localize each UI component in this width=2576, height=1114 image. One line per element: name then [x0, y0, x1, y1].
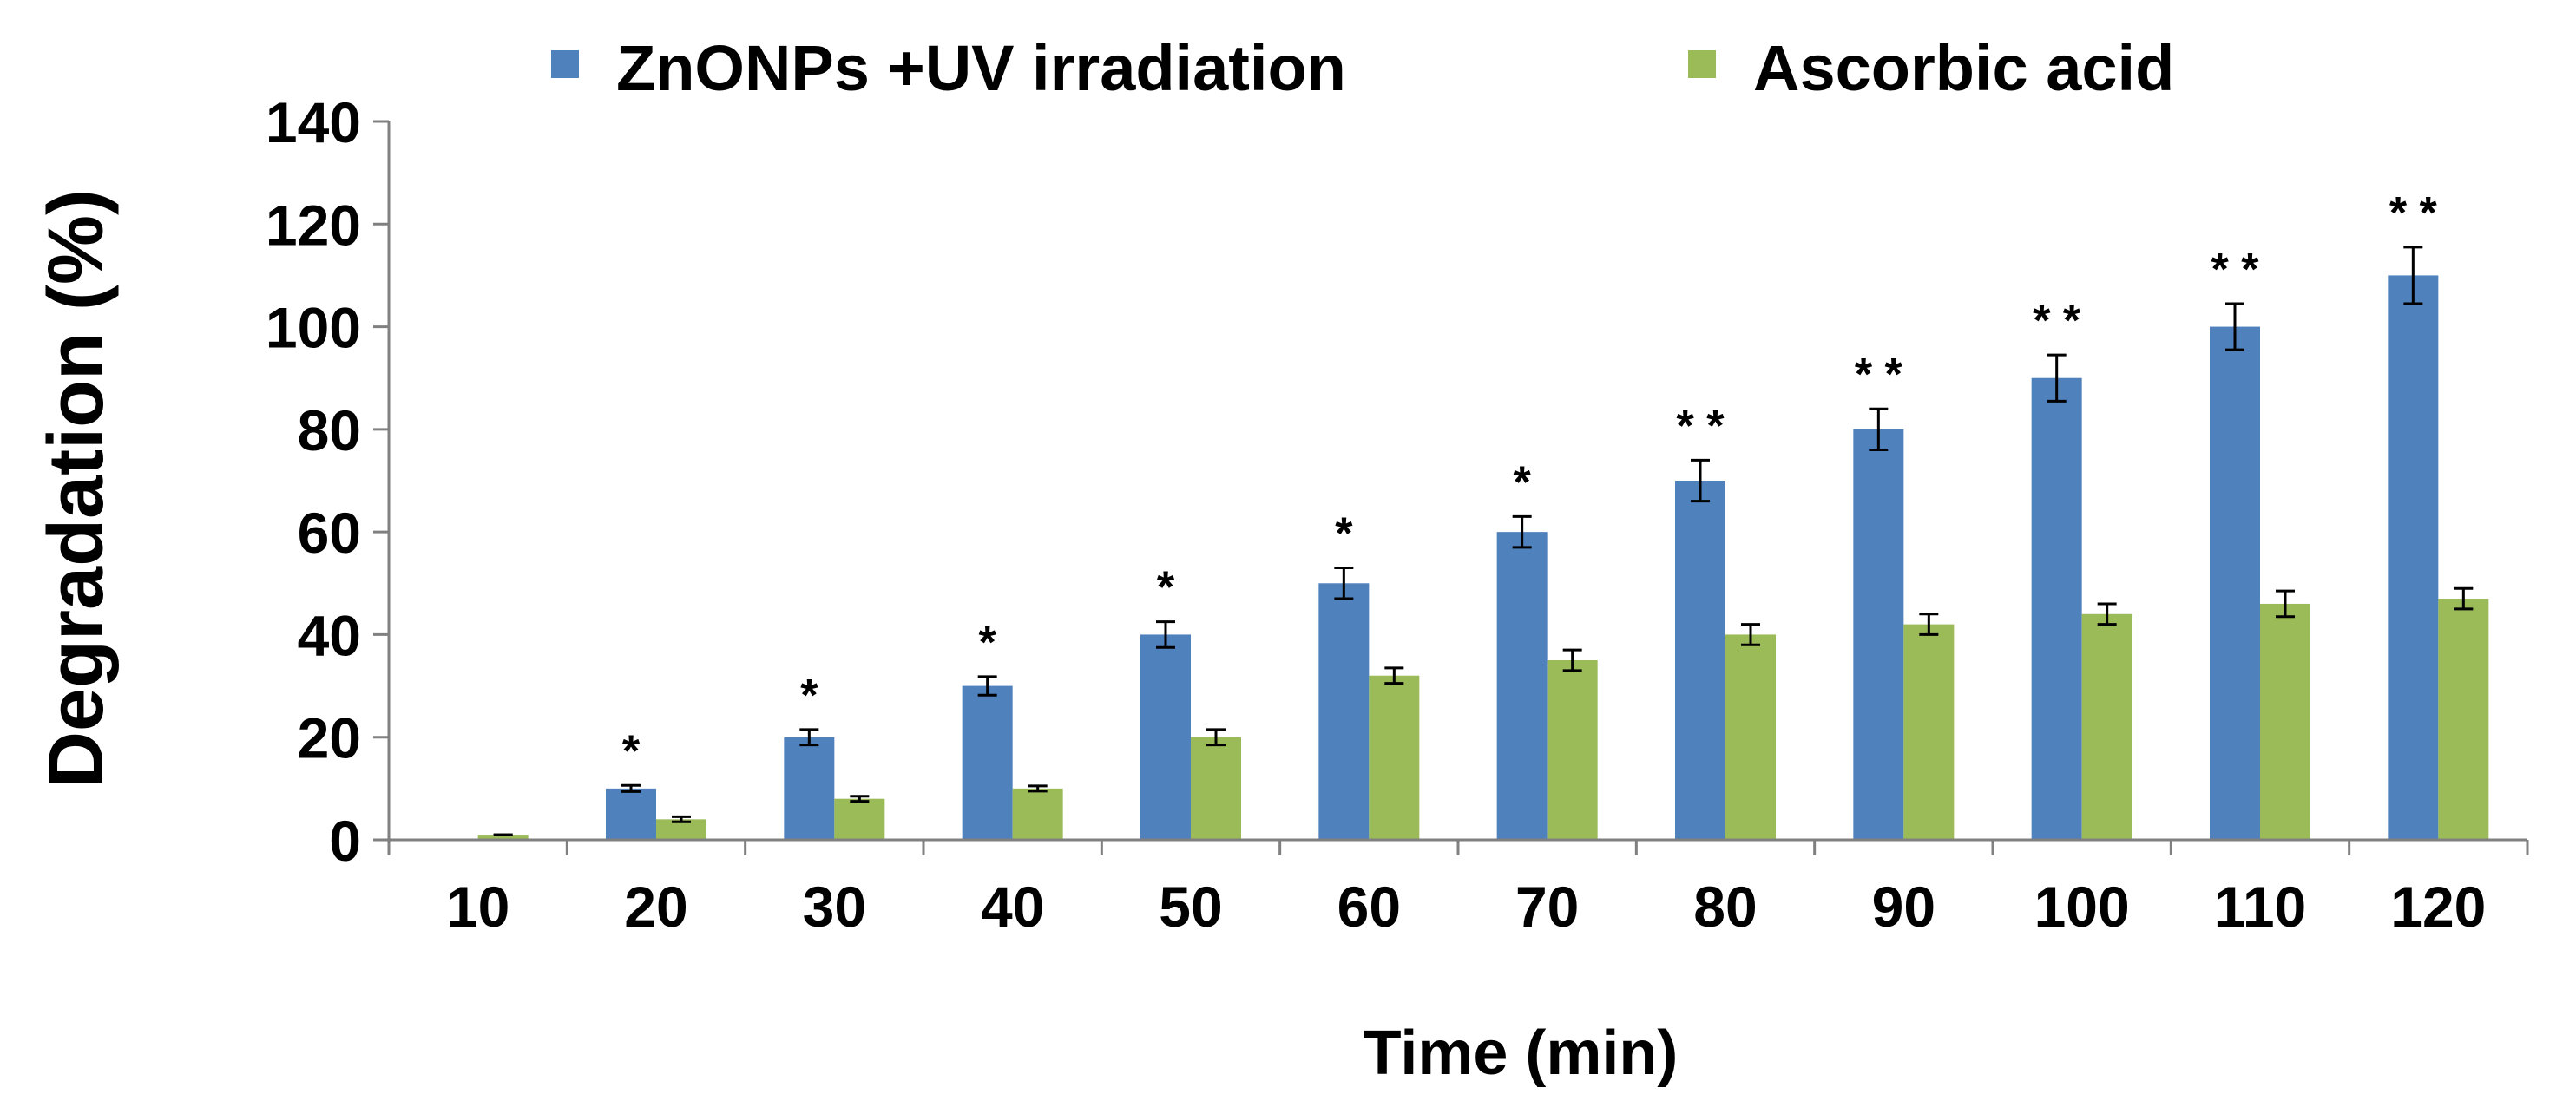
y-tick-label: 140: [266, 90, 361, 154]
x-tick-label: 120: [2390, 875, 2486, 939]
error-bar-series-0: [621, 783, 641, 793]
error-bar-series-1: [1562, 648, 1582, 672]
bar-series-1: [1725, 634, 1776, 840]
bar-series-1: [2081, 613, 2132, 840]
bar-series-1: [2260, 603, 2310, 840]
y-tick-label: 80: [298, 398, 361, 462]
x-tick-label: 110: [2214, 875, 2306, 939]
legend: ZnONPs +UV irradiation Ascorbic acid: [551, 32, 2174, 104]
error-bars: [493, 246, 2474, 836]
x-tick-label: 100: [2034, 875, 2130, 939]
significance-marker: *: [800, 671, 818, 721]
error-bar-series-1: [1919, 613, 1939, 636]
error-bar-series-0: [1156, 620, 1175, 649]
error-bar-series-1: [672, 815, 691, 823]
error-bar-series-0: [2403, 246, 2423, 305]
error-bar-series-1: [1741, 623, 1760, 646]
y-tick-label: 100: [266, 296, 361, 360]
error-bar-series-0: [1512, 514, 1532, 549]
significance-marker: * *: [2211, 245, 2260, 295]
bar-series-0: [1140, 634, 1191, 840]
y-tick-label: 20: [298, 706, 361, 770]
legend-label-znonps: ZnONPs +UV irradiation: [616, 32, 1346, 104]
legend-swatch-ascorbic: [1688, 50, 1716, 78]
error-bar-series-1: [2454, 586, 2474, 611]
bar-series-0: [606, 788, 656, 840]
bar-series-0: [2031, 377, 2082, 840]
bars: [477, 275, 2489, 841]
error-bar-series-0: [1691, 458, 1710, 503]
x-tick-label: 40: [981, 875, 1044, 939]
bar-series-0: [1318, 583, 1370, 840]
error-bar-series-1: [1028, 784, 1048, 793]
x-axis-title: Time (min): [1364, 1019, 1679, 1088]
error-bar-series-1: [850, 795, 870, 803]
error-bar-series-0: [2047, 353, 2067, 403]
bar-series-1: [1369, 675, 1420, 840]
x-tick-label: 10: [446, 875, 509, 939]
error-bar-series-1: [1384, 666, 1404, 685]
bar-series-1: [834, 798, 885, 840]
bar-series-1: [656, 819, 706, 840]
significance-marker: *: [622, 726, 641, 777]
significance-marker: *: [1514, 457, 1532, 508]
x-tick-label: 70: [1515, 875, 1579, 939]
bar-series-1: [1547, 660, 1598, 840]
bar-series-0: [784, 737, 835, 840]
x-axis-ticks: 10 20 30 40 50 60 70 80 90 100 110 120: [387, 840, 2529, 939]
error-bar-series-0: [1869, 407, 1889, 452]
x-tick-label: 30: [803, 875, 866, 939]
significance-marker: * *: [2033, 296, 2081, 346]
bar-series-0: [2388, 275, 2439, 840]
significance-marker: *: [1157, 563, 1175, 613]
error-bar-series-1: [2097, 602, 2117, 626]
significance-marker: *: [1335, 509, 1353, 560]
bar-series-1: [2438, 599, 2489, 840]
x-tick-label: 80: [1693, 875, 1757, 939]
error-bar-series-0: [799, 728, 819, 747]
bar-series-0: [1853, 429, 1904, 840]
error-bar-series-0: [2225, 302, 2244, 351]
bar-series-1: [477, 835, 529, 840]
significance-marker: *: [979, 618, 997, 668]
bar-series-0: [962, 685, 1013, 840]
y-tick-label: 40: [298, 603, 361, 667]
bar-series-1: [1903, 624, 1955, 840]
error-bar-series-0: [1334, 567, 1354, 600]
x-tick-label: 60: [1337, 875, 1401, 939]
y-axis-title: Degradation (%): [33, 189, 120, 788]
y-tick-label: 120: [266, 193, 361, 257]
legend-swatch-znonps: [551, 50, 579, 78]
bar-series-0: [1496, 532, 1548, 840]
significance-marker: * *: [1855, 350, 1903, 400]
x-tick-label: 90: [1872, 875, 1935, 939]
bar-series-1: [1012, 788, 1063, 840]
x-tick-label: 50: [1159, 875, 1222, 939]
significance-marker: * *: [2389, 188, 2438, 239]
error-bar-series-1: [1206, 728, 1226, 747]
legend-label-ascorbic: Ascorbic acid: [1753, 32, 2174, 104]
bar-series-0: [2210, 326, 2260, 841]
bar-series-0: [1675, 481, 1725, 840]
error-bar-series-1: [2276, 589, 2295, 619]
bar-series-1: [1191, 737, 1241, 840]
x-tick-label: 20: [624, 875, 687, 939]
y-tick-label: 60: [298, 501, 361, 565]
error-bar-series-0: [977, 675, 997, 697]
y-tick-label: 0: [329, 809, 361, 873]
significance-marker: * *: [1677, 401, 1725, 451]
significance-annotations: * * * * * * * * * * * * * * * *: [622, 188, 2438, 777]
y-axis-ticks: 0 20 40 60 80 100 120 140: [266, 90, 389, 873]
